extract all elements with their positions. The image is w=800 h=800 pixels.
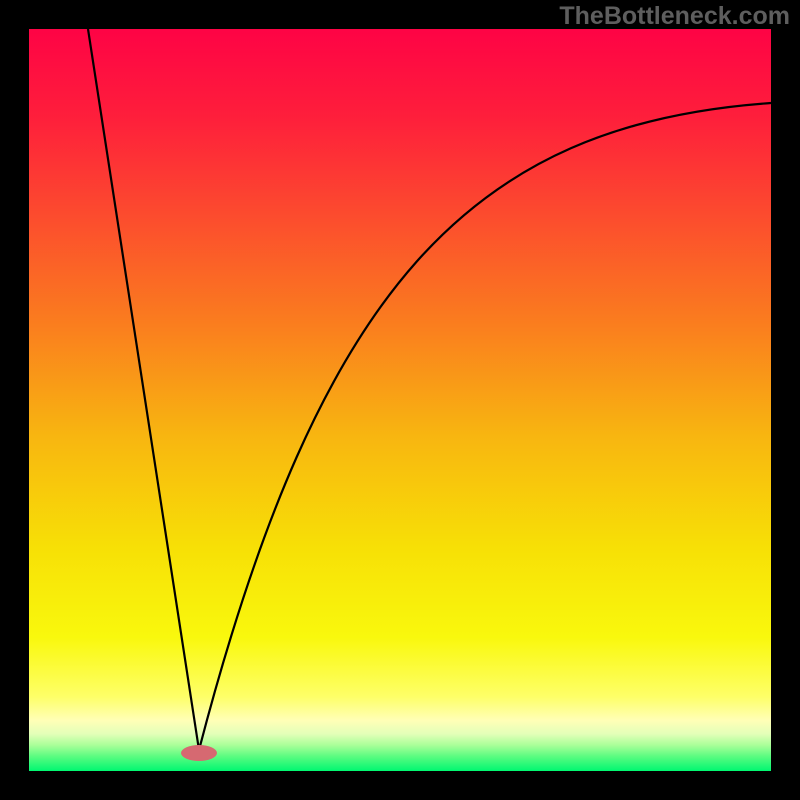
watermark-text: TheBottleneck.com bbox=[559, 2, 790, 31]
plot-area bbox=[29, 29, 771, 771]
gradient-background bbox=[29, 29, 771, 771]
dip-marker bbox=[181, 745, 217, 761]
plot-svg bbox=[29, 29, 771, 771]
chart-frame: TheBottleneck.com bbox=[0, 0, 800, 800]
